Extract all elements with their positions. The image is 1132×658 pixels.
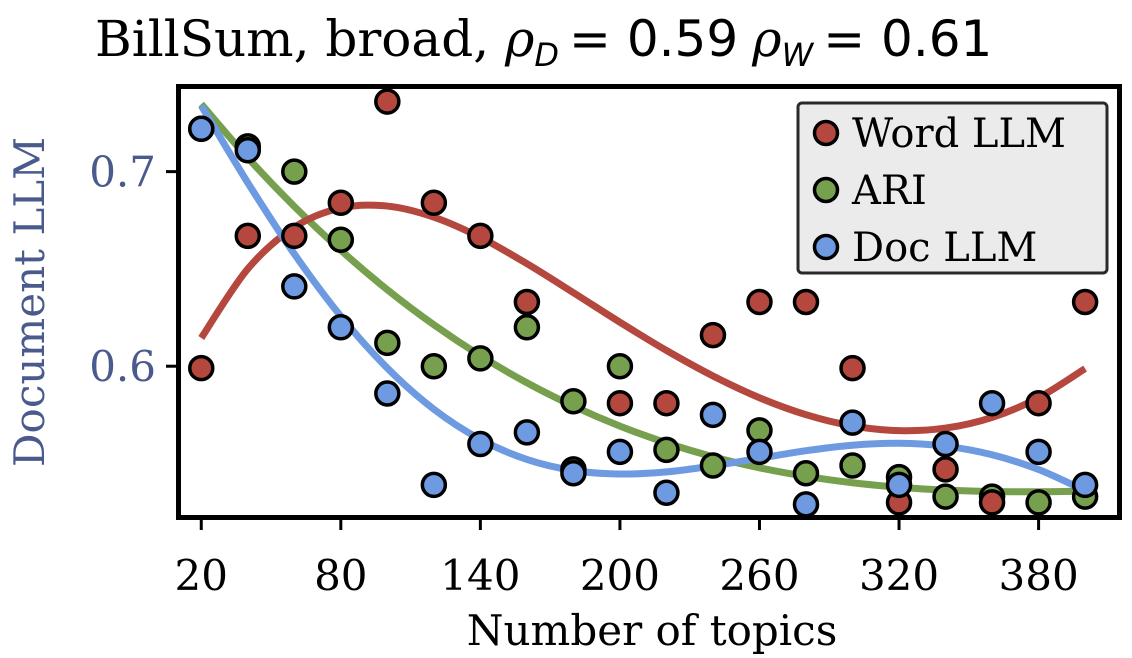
point-doc-llm <box>234 136 262 164</box>
y-tick-label: 0.7 <box>89 148 156 197</box>
point-doc-llm <box>281 273 308 300</box>
chart-title: BillSum, broad, ρD = 0.59 ρW = 0.61 <box>95 10 992 74</box>
y-axis: 0.6 0.7 <box>89 148 176 391</box>
point-ari <box>1025 489 1052 516</box>
point-doc-llm <box>420 471 448 499</box>
point-doc-llm <box>653 479 680 506</box>
point-word-llm <box>327 189 355 217</box>
point-doc-llm <box>606 438 634 466</box>
legend-marker <box>812 176 840 204</box>
x-tick-label: 380 <box>999 551 1079 600</box>
point-ari <box>513 314 541 341</box>
point-ari <box>281 158 308 185</box>
point-doc-llm <box>374 380 401 407</box>
point-ari <box>839 452 866 479</box>
point-doc-llm <box>327 314 355 341</box>
point-ari <box>746 417 773 444</box>
point-doc-llm <box>560 459 587 487</box>
x-axis-label: Number of topics <box>467 606 838 655</box>
point-word-llm <box>374 88 401 115</box>
x-tick-label: 140 <box>440 551 520 600</box>
point-ari <box>560 387 587 415</box>
point-word-llm <box>188 354 215 382</box>
point-word-llm <box>1071 288 1099 316</box>
point-doc-llm <box>513 419 541 446</box>
point-word-llm <box>978 489 1006 516</box>
point-doc-llm <box>839 409 866 436</box>
legend-label: Doc LLM <box>852 225 1037 271</box>
point-doc-llm <box>792 491 820 518</box>
legend-box <box>796 101 1109 275</box>
point-ari <box>374 329 401 357</box>
point-word-llm <box>839 354 866 382</box>
point-word-llm <box>467 222 494 250</box>
legend-label: Word LLM <box>852 111 1066 157</box>
point-ari <box>699 452 727 479</box>
point-ari <box>327 226 355 253</box>
point-word-llm <box>699 321 727 349</box>
point-ari <box>932 483 959 510</box>
point-word-llm <box>792 288 820 316</box>
point-word-llm <box>653 389 680 417</box>
point-doc-llm <box>885 471 913 499</box>
legend: Word LLM ARI Doc LLM <box>796 101 1109 275</box>
point-doc-llm <box>932 430 959 458</box>
point-ari <box>606 352 634 380</box>
point-word-llm <box>932 456 959 483</box>
point-word-llm <box>746 288 773 316</box>
point-ari <box>653 436 680 464</box>
point-doc-llm <box>746 438 773 466</box>
data-points <box>188 88 1099 518</box>
x-tick-label: 260 <box>719 551 799 600</box>
point-ari <box>467 345 494 372</box>
point-word-llm <box>1025 389 1052 417</box>
point-doc-llm <box>188 115 215 143</box>
point-word-llm <box>234 222 262 250</box>
y-tick-label: 0.6 <box>89 342 156 391</box>
x-tick-label: 20 <box>175 551 228 600</box>
point-doc-llm <box>1025 438 1052 466</box>
point-word-llm <box>513 288 541 316</box>
point-word-llm <box>281 222 308 250</box>
x-tick-label: 80 <box>314 551 367 600</box>
legend-marker <box>812 119 840 147</box>
x-tick-label: 200 <box>580 551 660 600</box>
point-doc-llm <box>467 430 494 458</box>
point-word-llm <box>606 389 634 417</box>
x-tick-label: 320 <box>859 551 939 600</box>
point-doc-llm <box>699 401 727 429</box>
legend-marker <box>812 233 840 261</box>
point-doc-llm <box>978 389 1006 417</box>
chart-title-prefix: BillSum, broad, <box>95 10 505 68</box>
point-ari <box>420 352 448 380</box>
y-axis-label: Document LLM <box>5 137 54 467</box>
point-doc-llm <box>1071 471 1099 499</box>
x-axis: 20 80 140 200 260 320 380 <box>175 520 1079 600</box>
legend-label: ARI <box>851 168 927 214</box>
point-word-llm <box>420 189 448 217</box>
plot-area: 20 80 140 200 260 320 380 0.6 0.7 <box>89 84 1122 600</box>
point-ari <box>792 459 820 487</box>
plot-frame <box>176 84 1122 520</box>
